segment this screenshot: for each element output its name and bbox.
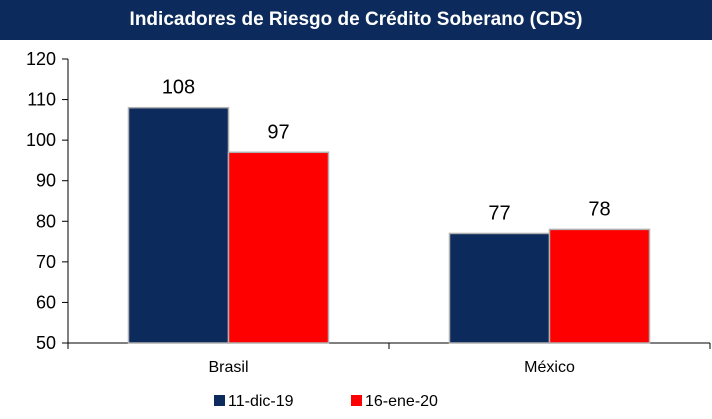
x-axis: Brasil México [67, 342, 711, 376]
y-tick-label: 120 [26, 49, 56, 69]
x-tick-label: México [524, 359, 575, 376]
legend: 11-dic-19 16-ene-20 [214, 393, 438, 410]
y-tick-label: 50 [36, 333, 56, 353]
x-tick-label: Brasil [208, 359, 248, 376]
chart-title: Indicadores de Riesgo de Crédito Soberan… [0, 0, 712, 40]
bar [548, 228, 651, 344]
legend-label: 11-dic-19 [228, 393, 294, 410]
bar-value-label: 78 [588, 198, 610, 220]
legend-swatch [214, 395, 225, 406]
bar-value-label: 108 [162, 77, 195, 99]
bar [227, 151, 330, 344]
bar-chart: 50 60 70 80 90 100 110 120 Brasil México 108 97 77… [26, 49, 711, 410]
y-tick-label: 110 [27, 90, 56, 110]
y-axis: 50 60 70 80 90 100 110 120 [26, 49, 69, 353]
bars [127, 106, 651, 344]
y-tick-label: 60 [36, 292, 56, 312]
y-tick-label: 100 [26, 130, 56, 150]
data-labels: 108 97 77 78 [162, 77, 611, 225]
legend-label: 16-ene-20 [365, 393, 438, 410]
bar [127, 106, 230, 344]
y-tick-label: 70 [36, 252, 56, 272]
y-tick-label: 90 [36, 171, 56, 191]
legend-swatch [351, 395, 362, 406]
bar-value-label: 97 [267, 121, 289, 143]
bar [448, 232, 551, 344]
y-tick-label: 80 [36, 211, 56, 231]
bar-value-label: 77 [488, 202, 510, 224]
